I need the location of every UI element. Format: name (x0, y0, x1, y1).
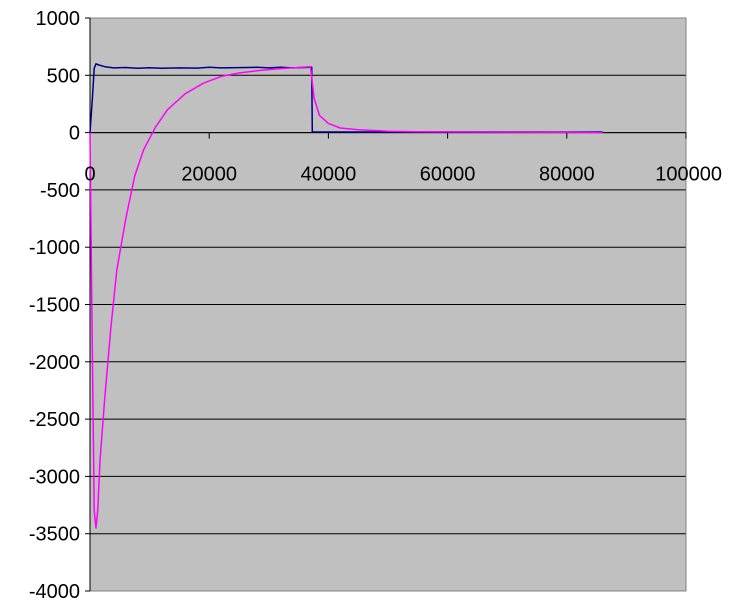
y-tick-label: -3500 (29, 524, 80, 546)
x-tick-label: 60000 (420, 164, 476, 186)
x-tick-label: 0 (84, 164, 95, 186)
y-tick-label: 500 (47, 65, 80, 87)
y-tick-label: -2500 (29, 409, 80, 431)
series-group (89, 63, 603, 529)
y-tick-label: 0 (69, 123, 80, 145)
x-tick-label: 40000 (301, 164, 357, 186)
y-tick-label: -1500 (29, 295, 80, 317)
series-line-2 (89, 65, 603, 529)
y-tick-label: -500 (40, 180, 80, 202)
x-tick-label: 100000 (655, 164, 722, 186)
x-tick-label: 80000 (539, 164, 595, 186)
y-tick-label: 1000 (36, 8, 81, 30)
y-tick-label: -1000 (29, 237, 80, 259)
tick-labels: 10005000-500-1000-1500-2000-2500-3000-35… (29, 8, 722, 603)
y-tick-label: -2000 (29, 352, 80, 374)
y-tick-label: -3000 (29, 466, 80, 488)
x-tick-label: 20000 (181, 164, 237, 186)
series-line-1 (89, 63, 603, 133)
y-tick-label: -4000 (29, 581, 80, 603)
